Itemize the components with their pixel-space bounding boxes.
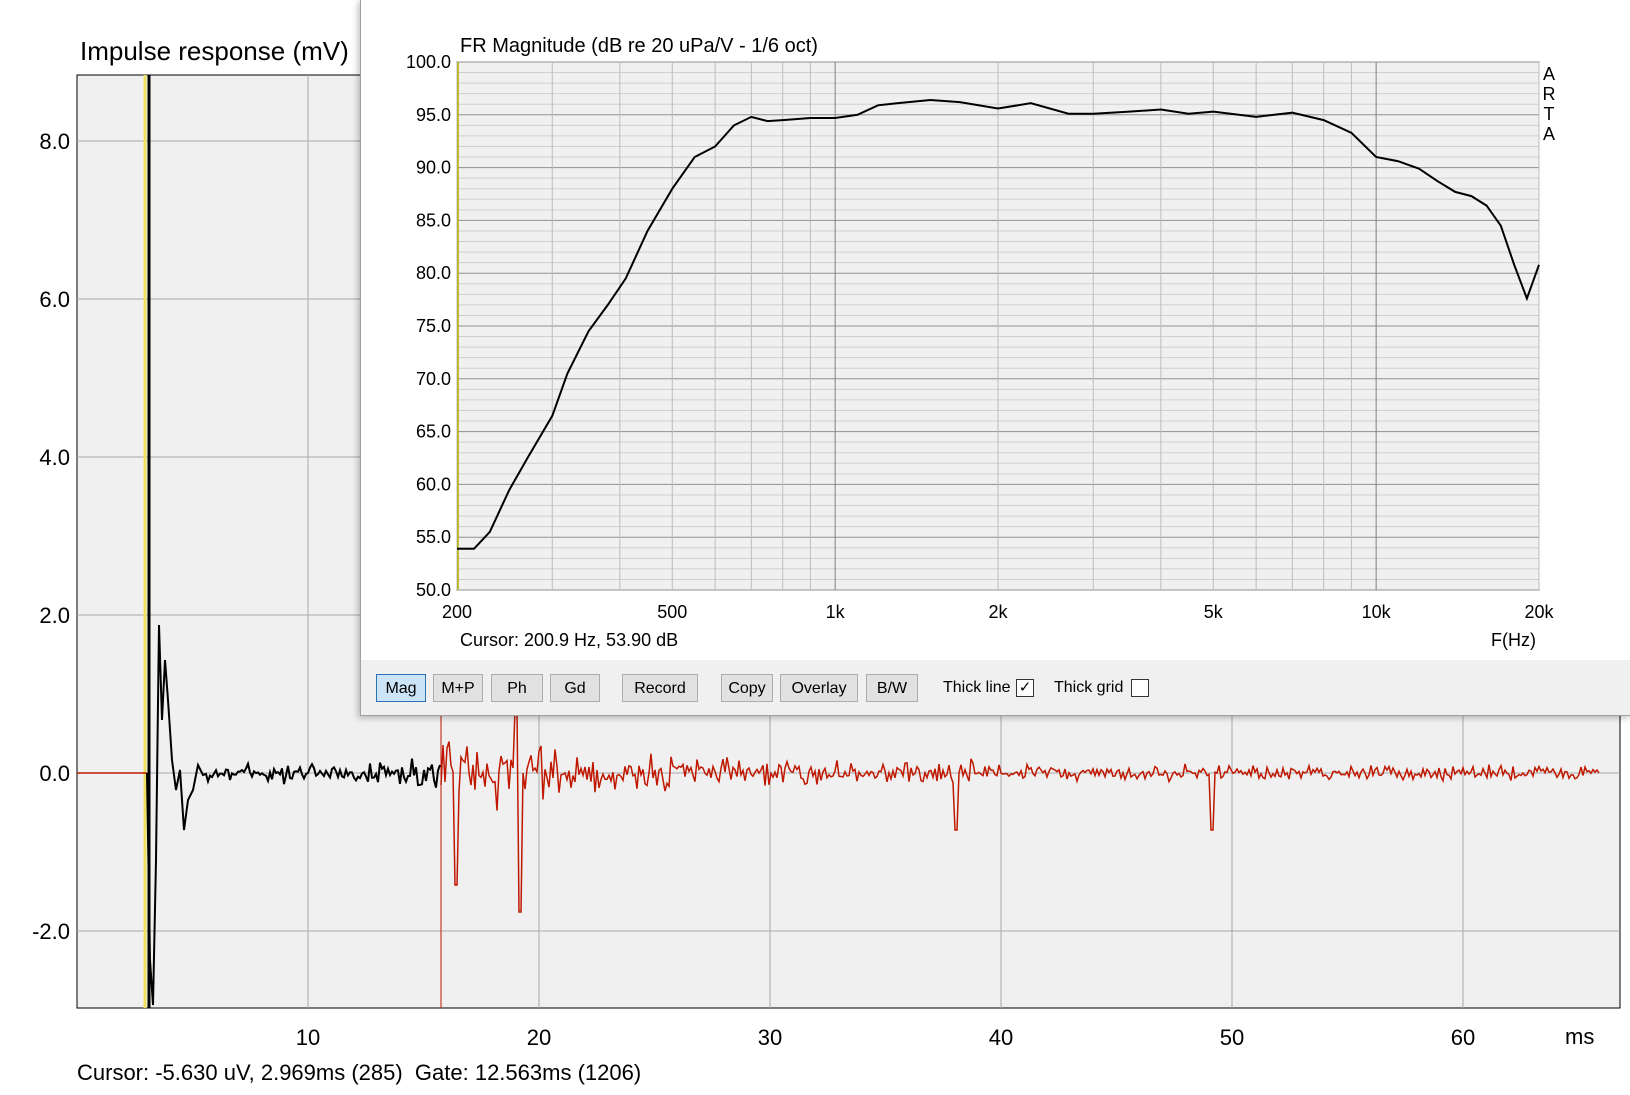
fr-x-tick-label: 500 <box>657 602 687 622</box>
fr-y-tick-label: 75.0 <box>416 316 451 336</box>
fr-y-tick-label: 95.0 <box>416 105 451 125</box>
fr-toolbar: Mag M+P Ph Gd Record Copy Overlay B/W Th… <box>361 670 1630 710</box>
fr-y-tick-labels: 100.0 95.0 90.0 85.0 80.0 75.0 70.0 65.0 60.0 55.… <box>406 52 451 600</box>
ir-y-tick-label: 0.0 <box>39 761 70 786</box>
fr-x-tick-label: 5k <box>1204 602 1224 622</box>
group-delay-button[interactable]: Gd <box>550 674 600 702</box>
thick-line-label: Thick line <box>943 679 1011 696</box>
fr-y-tick-label: 80.0 <box>416 263 451 283</box>
ir-windowed-trace <box>146 624 441 1006</box>
arta-watermark-letter: T <box>1544 104 1555 124</box>
fr-x-tick-label: 10k <box>1362 602 1392 622</box>
record-button[interactable]: Record <box>622 674 698 702</box>
fr-y-tick-label: 100.0 <box>406 52 451 72</box>
fr-y-tick-label: 85.0 <box>416 210 451 230</box>
fr-x-tick-label: 20k <box>1524 602 1554 622</box>
ir-x-tick-label: 30 <box>758 1025 782 1050</box>
overlay-button[interactable]: Overlay <box>780 674 858 702</box>
ir-x-unit: ms <box>1565 1024 1594 1049</box>
fr-y-tick-label: 65.0 <box>416 422 451 442</box>
fr-cursor-readout: Cursor: 200.9 Hz, 53.90 dB <box>460 630 678 650</box>
ir-x-tick-label: 20 <box>527 1025 551 1050</box>
ir-y-tick-label: 2.0 <box>39 603 70 628</box>
ir-y-tick-label: -2.0 <box>32 919 70 944</box>
thick-grid-label: Thick grid <box>1054 679 1124 696</box>
ir-x-tick-label: 10 <box>296 1025 320 1050</box>
fr-x-tick-label: 2k <box>988 602 1008 622</box>
fr-grid <box>456 61 1540 591</box>
fr-y-tick-label: 90.0 <box>416 158 451 178</box>
phase-button[interactable]: Ph <box>491 674 543 702</box>
fr-x-unit: F(Hz) <box>1491 630 1536 650</box>
fr-y-tick-label: 50.0 <box>416 580 451 600</box>
ir-title: Impulse response (mV) <box>80 36 349 66</box>
ir-cursor-readout: Cursor: -5.630 uV, 2.969ms (285) Gate: 1… <box>77 1060 641 1085</box>
fr-x-tick-label: 200 <box>442 602 472 622</box>
ir-y-tick-label: 4.0 <box>39 445 70 470</box>
fr-y-tick-label: 70.0 <box>416 369 451 389</box>
bw-button[interactable]: B/W <box>866 674 918 702</box>
fr-x-tick-labels: 200 500 1k 2k 5k 10k 20k <box>442 602 1555 622</box>
ir-traces <box>77 75 1600 1008</box>
fr-x-tick-label: 1k <box>826 602 846 622</box>
fr-y-tick-label: 55.0 <box>416 527 451 547</box>
thick-grid-checkbox[interactable] <box>1131 679 1149 697</box>
fr-y-tick-label: 60.0 <box>416 474 451 494</box>
ir-x-tick-label: 50 <box>1220 1025 1244 1050</box>
ir-y-tick-labels: 8.0 6.0 4.0 2.0 0.0 -2.0 <box>32 129 70 944</box>
ir-x-tick-label: 40 <box>989 1025 1013 1050</box>
ir-x-tick-labels: 10 20 30 40 50 60 <box>296 1025 1475 1050</box>
mag-button[interactable]: Mag <box>376 674 426 702</box>
fr-magnitude-chart: FR Magnitude (dB re 20 uPa/V - 1/6 oct) … <box>361 0 1630 660</box>
ir-x-tick-label: 60 <box>1451 1025 1475 1050</box>
fr-magnitude-window[interactable]: FR Magnitude (dB re 20 uPa/V - 1/6 oct) … <box>360 0 1630 716</box>
fr-magnitude-series <box>457 98 1540 550</box>
ir-y-tick-label: 6.0 <box>39 287 70 312</box>
ir-y-tick-label: 8.0 <box>39 129 70 154</box>
ir-post-gate-trace <box>440 709 1600 913</box>
arta-watermark-letter: R <box>1543 84 1556 104</box>
mag-phase-button[interactable]: M+P <box>433 674 483 702</box>
fr-title: FR Magnitude (dB re 20 uPa/V - 1/6 oct) <box>460 35 818 57</box>
copy-button[interactable]: Copy <box>721 674 773 702</box>
arta-watermark-letter: A <box>1543 64 1555 84</box>
thick-line-checkbox[interactable]: ✓ <box>1016 679 1034 697</box>
arta-watermark-letter: A <box>1543 124 1555 144</box>
